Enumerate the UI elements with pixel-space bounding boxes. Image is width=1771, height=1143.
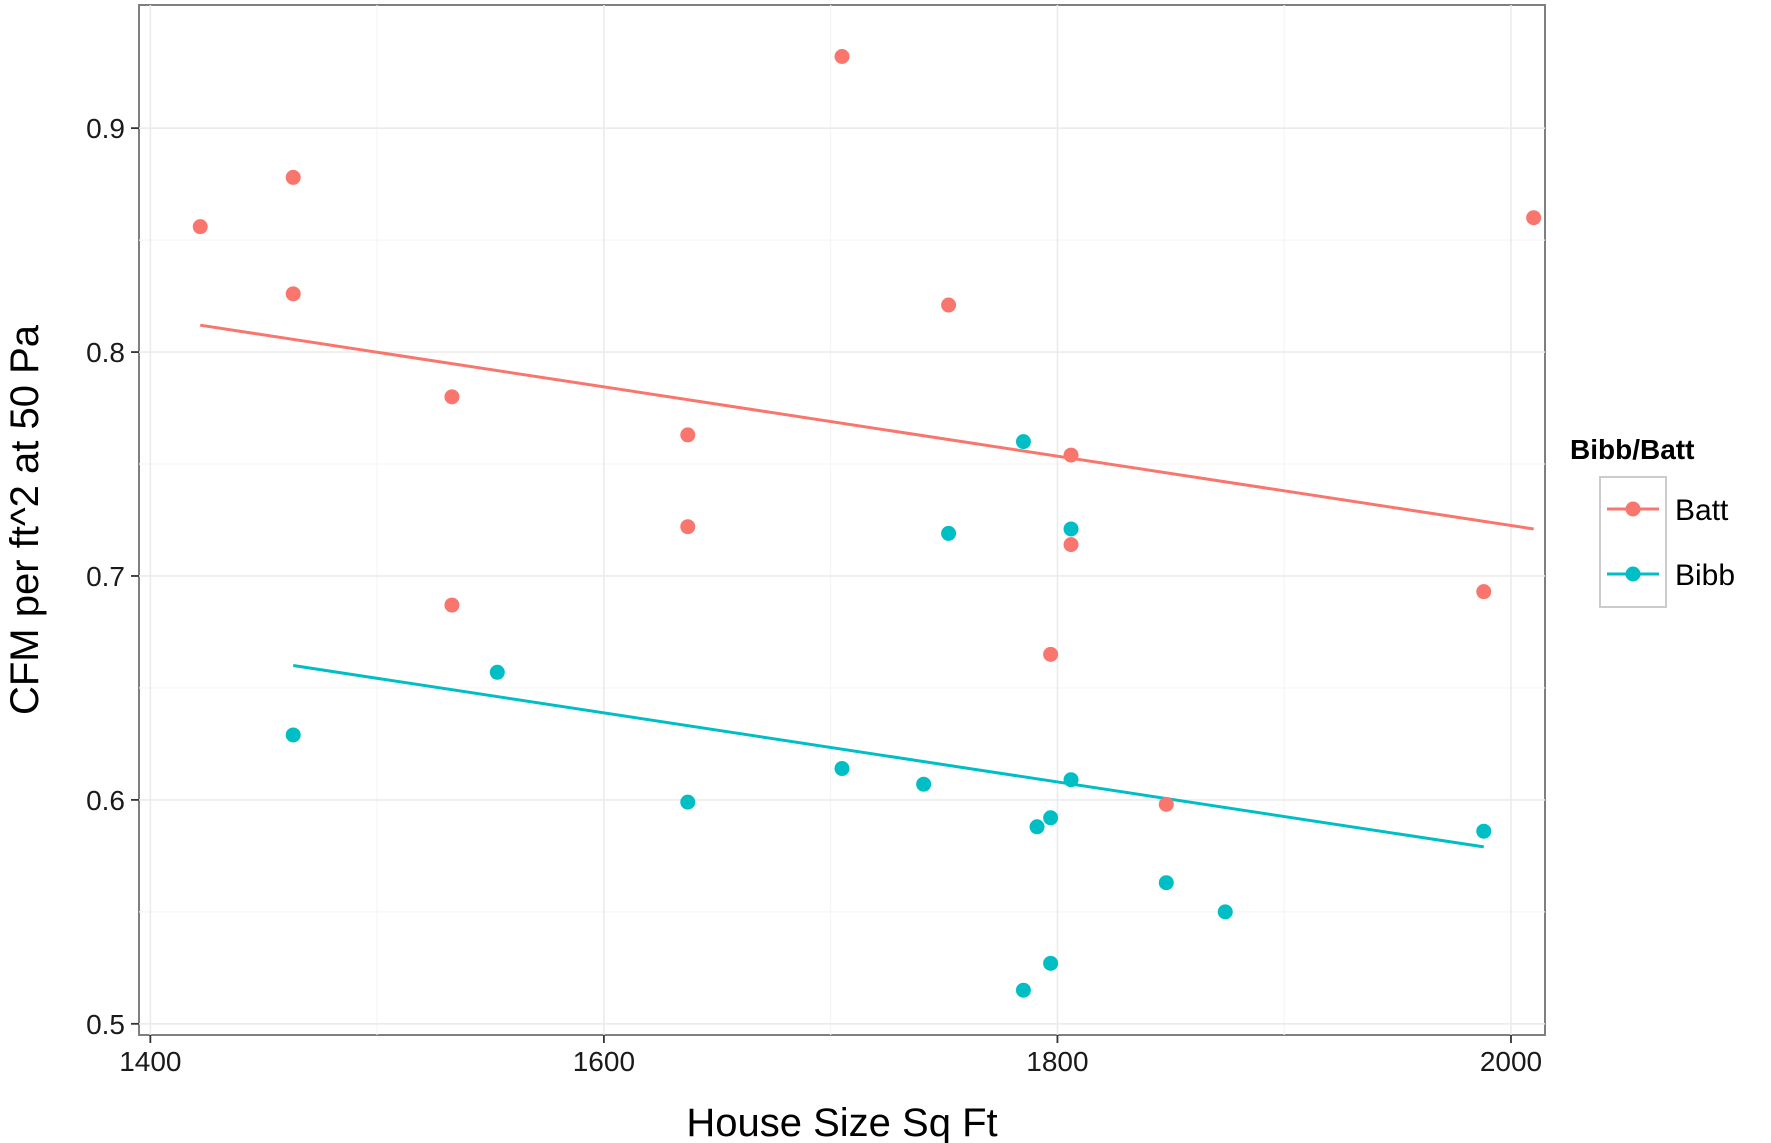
data-point-batt — [1063, 537, 1079, 553]
y-axis-title: CFM per ft^2 at 50 Pa — [3, 324, 47, 715]
data-point-bibb — [941, 525, 957, 541]
data-point-bibb — [1015, 982, 1031, 998]
data-point-bibb — [1063, 772, 1079, 788]
data-point-batt — [1158, 796, 1174, 812]
data-point-bibb — [1015, 434, 1031, 450]
data-point-bibb — [916, 776, 932, 792]
trend-line-batt — [200, 323, 1534, 531]
y-tick-label: 0.9 — [86, 113, 125, 144]
plot-panel — [138, 4, 1546, 1036]
legend-title: Bibb/Batt — [1570, 434, 1694, 465]
legend-box — [1599, 476, 1667, 608]
data-point-bibb — [1043, 955, 1059, 971]
data-point-batt — [444, 389, 460, 405]
legend-key-point-bibb — [1625, 566, 1641, 582]
data-point-batt — [1526, 210, 1542, 226]
x-tick-label: 1600 — [573, 1046, 635, 1077]
trend-line-bibb — [292, 664, 1484, 849]
legend: Bibb/Batt Batt Bibb — [1570, 434, 1735, 608]
x-tick-label: 1800 — [1026, 1046, 1088, 1077]
data-point-bibb — [680, 794, 696, 810]
legend-key-point-batt — [1625, 501, 1641, 517]
data-point-batt — [285, 286, 301, 302]
y-tick-label: 0.5 — [86, 1009, 125, 1040]
data-point-batt — [1043, 646, 1059, 662]
data-point-bibb — [489, 664, 505, 680]
data-point-batt — [444, 597, 460, 613]
data-point-bibb — [1476, 823, 1492, 839]
x-tick-label: 2000 — [1480, 1046, 1542, 1077]
data-point-batt — [941, 297, 957, 313]
data-point-bibb — [834, 761, 850, 777]
data-point-bibb — [1158, 875, 1174, 891]
data-point-batt — [1063, 447, 1079, 463]
data-point-bibb — [1029, 819, 1045, 835]
data-point-batt — [834, 49, 850, 64]
legend-items: Batt Bibb — [1607, 494, 1735, 592]
x-tick-label: 1400 — [119, 1046, 181, 1077]
data-point-batt — [285, 169, 301, 185]
data-point-batt — [192, 219, 208, 235]
y-tick-label: 0.8 — [86, 337, 125, 368]
data-point-batt — [680, 427, 696, 443]
y-tick-label: 0.6 — [86, 785, 125, 816]
data-point-bibb — [1063, 521, 1079, 537]
data-point-batt — [680, 519, 696, 535]
trend-lines — [200, 323, 1534, 849]
legend-label-bibb: Bibb — [1675, 559, 1735, 592]
y-tick-label: 0.7 — [86, 561, 125, 592]
data-points — [192, 49, 1542, 998]
grid — [139, 5, 1545, 1035]
data-point-batt — [1476, 584, 1492, 600]
x-axis-title: House Size Sq Ft — [686, 1101, 997, 1143]
data-point-bibb — [285, 727, 301, 743]
axis-ticks: 1400 1600 1800 2000 0.5 0.6 0.7 0.8 0.9 — [86, 113, 1542, 1077]
legend-label-batt: Batt — [1675, 494, 1729, 527]
data-point-bibb — [1043, 810, 1059, 826]
data-point-bibb — [1217, 904, 1233, 920]
